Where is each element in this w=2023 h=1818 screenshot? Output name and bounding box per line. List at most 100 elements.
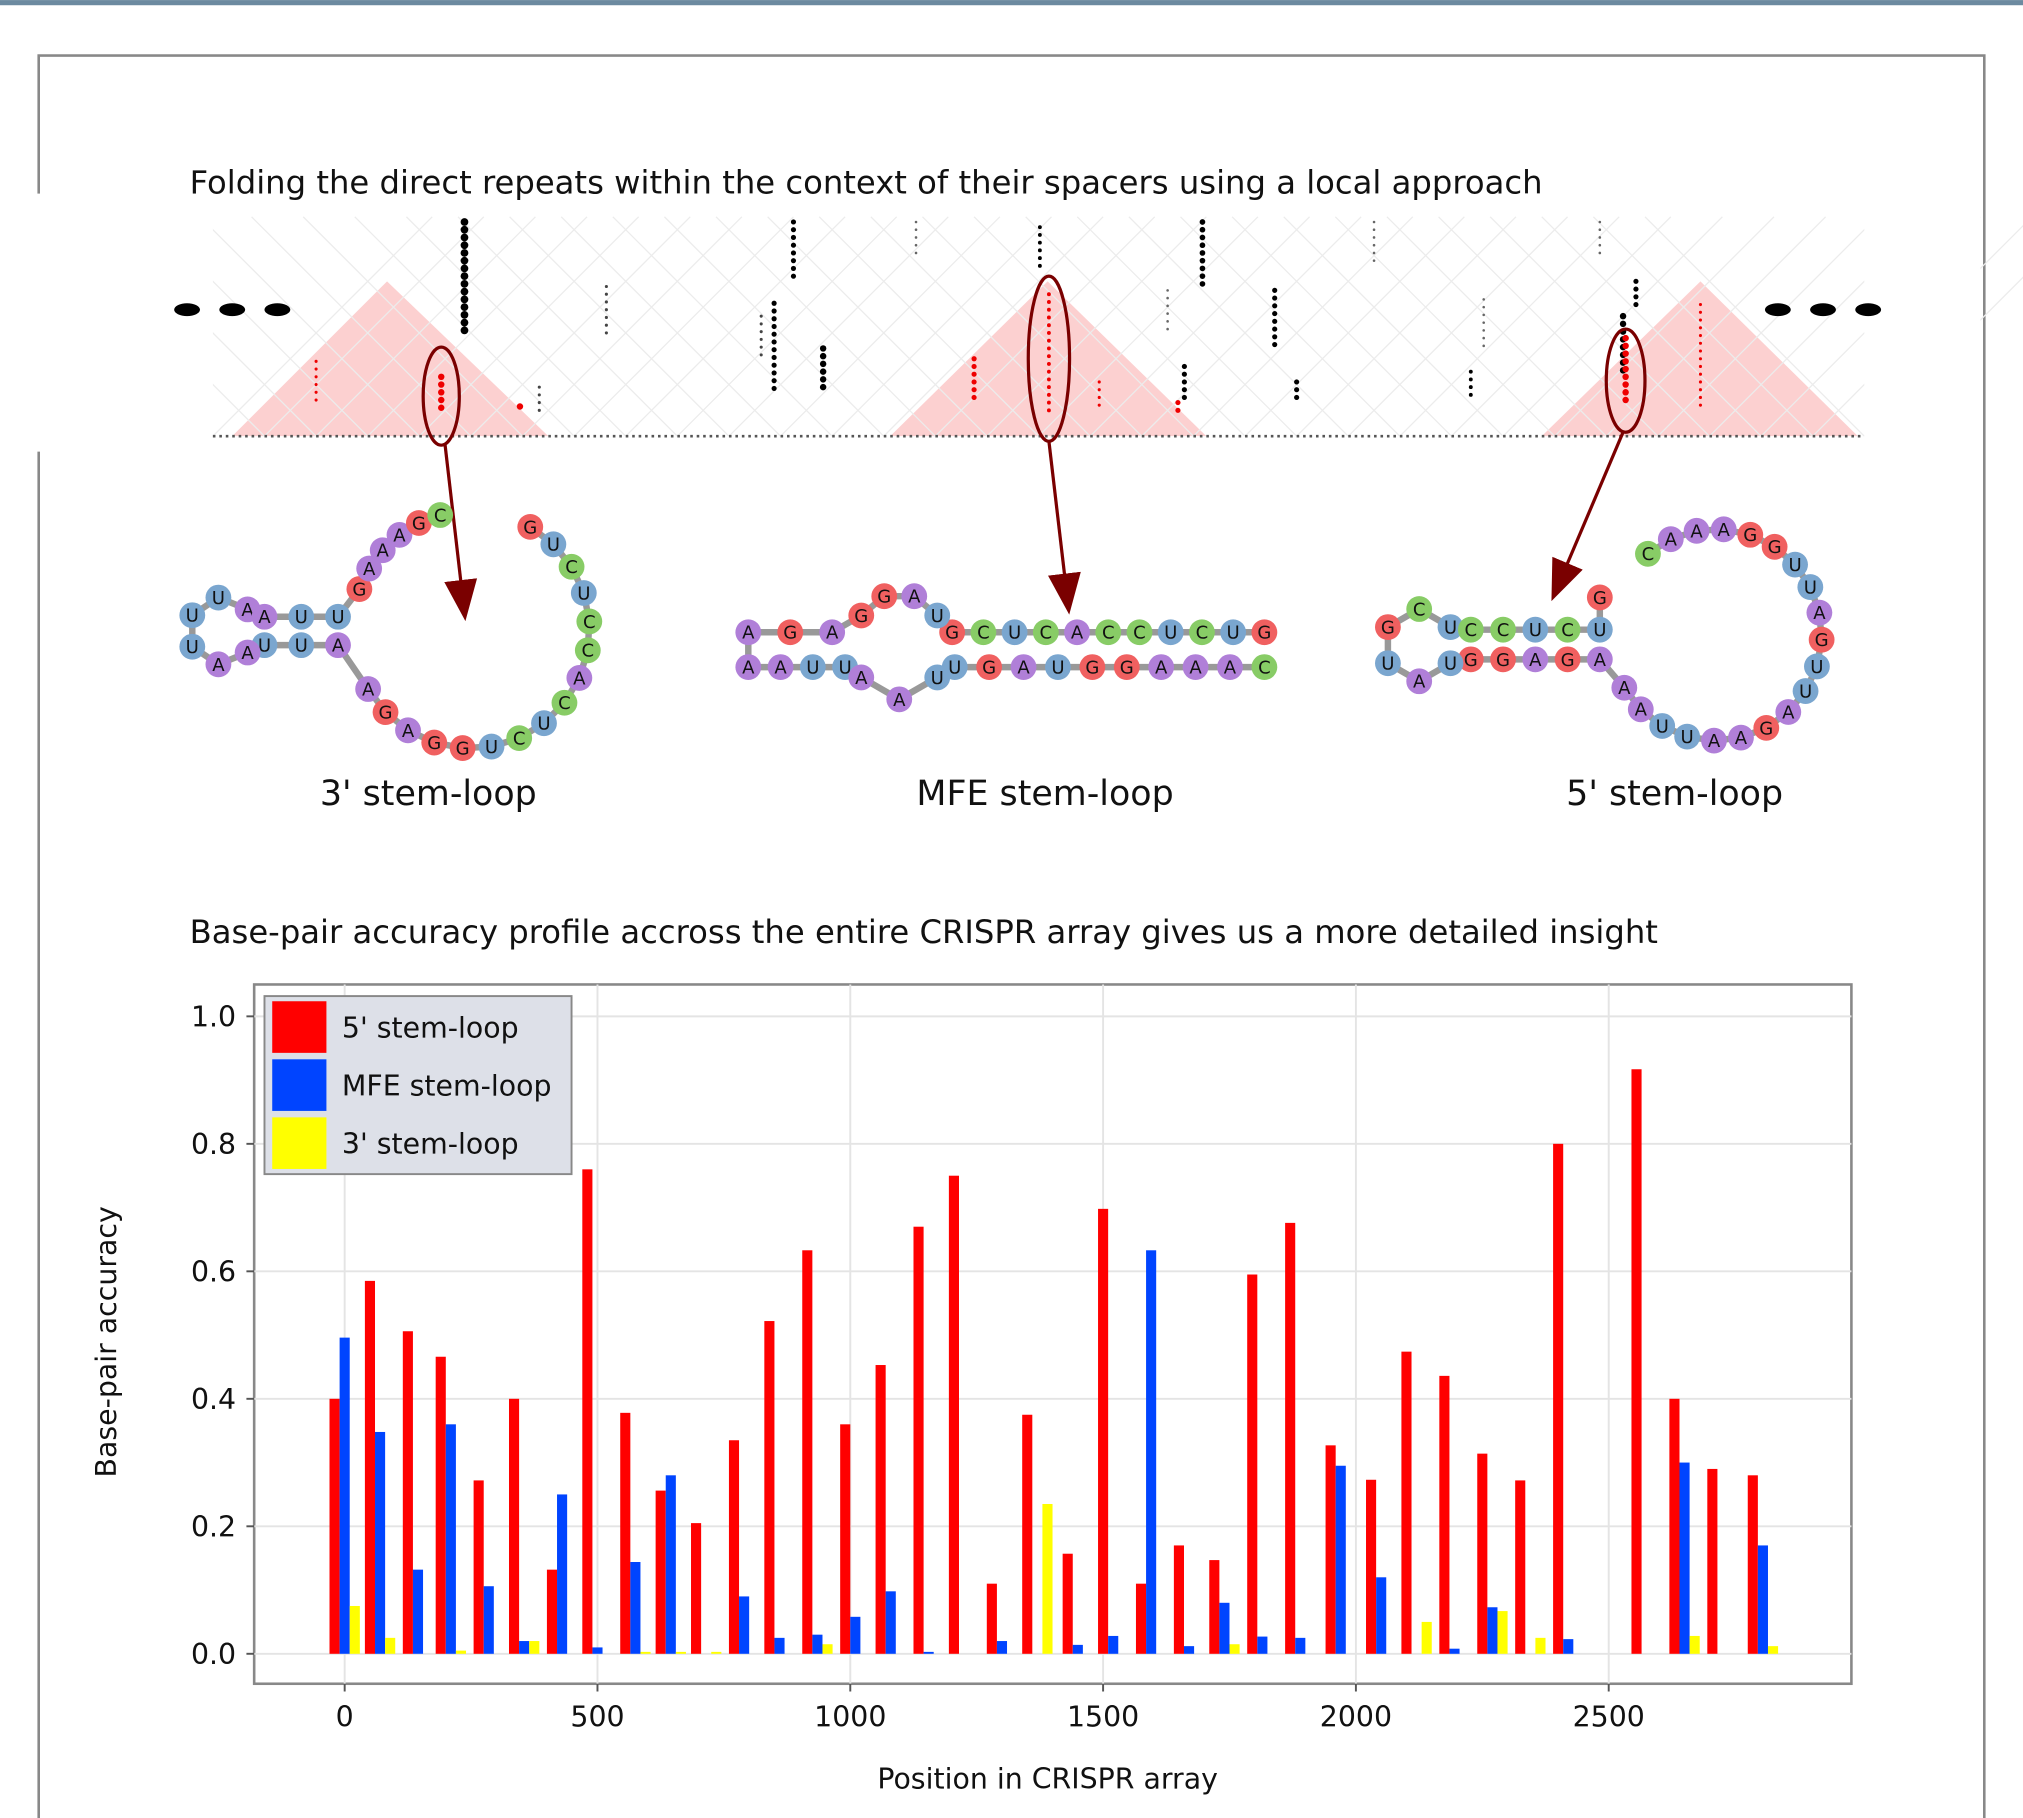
nucleotide-label: G bbox=[1743, 525, 1757, 546]
dot bbox=[771, 385, 777, 391]
dot bbox=[819, 368, 827, 375]
dot bbox=[1097, 403, 1101, 407]
dot bbox=[460, 218, 469, 226]
bar bbox=[840, 1424, 851, 1654]
dot bbox=[460, 225, 469, 234]
bar bbox=[339, 1337, 350, 1654]
bar bbox=[691, 1523, 702, 1654]
nucleotide bbox=[1189, 619, 1215, 646]
lattice bbox=[625, 216, 846, 437]
nucleotide bbox=[767, 654, 794, 680]
nucleotide-label: C bbox=[1497, 620, 1510, 641]
nucleotide-label: G bbox=[783, 623, 797, 644]
lattice bbox=[870, 216, 1091, 437]
nucleotide-label: U bbox=[186, 637, 199, 658]
nucleotide-label: G bbox=[1120, 658, 1134, 679]
dot bbox=[790, 227, 797, 233]
nucleotide bbox=[251, 603, 278, 630]
lattice bbox=[573, 216, 794, 437]
nucleotide bbox=[1457, 646, 1484, 673]
nucleotide-label: C bbox=[1561, 620, 1574, 641]
nucleotide-label: U bbox=[331, 607, 344, 628]
lattice bbox=[251, 216, 472, 437]
dot bbox=[914, 228, 918, 232]
nucleotide bbox=[1586, 584, 1613, 611]
dot bbox=[790, 242, 797, 248]
nucleotide bbox=[1148, 654, 1175, 680]
dot bbox=[604, 300, 608, 304]
dot bbox=[1037, 225, 1042, 230]
bar bbox=[349, 1605, 360, 1654]
bar bbox=[885, 1591, 896, 1654]
legend-swatch bbox=[272, 1001, 327, 1053]
dot bbox=[1166, 304, 1169, 308]
nucleotide-label: C bbox=[1464, 620, 1477, 641]
dot bbox=[1698, 372, 1703, 376]
nucleotide-label: G bbox=[854, 606, 868, 627]
nucleotide bbox=[1554, 646, 1581, 673]
bar bbox=[1707, 1468, 1718, 1654]
bar bbox=[329, 1398, 340, 1654]
nucleotide-label: A bbox=[1224, 658, 1237, 679]
dot bbox=[1166, 320, 1169, 323]
bar bbox=[1135, 1583, 1147, 1654]
dot bbox=[1294, 394, 1300, 401]
lattice bbox=[1296, 216, 1517, 437]
dot bbox=[1199, 242, 1206, 249]
dot bbox=[1181, 387, 1187, 393]
nucleotide bbox=[386, 521, 413, 548]
dot bbox=[1598, 220, 1602, 224]
dot bbox=[790, 258, 797, 264]
nucleotide-label: A bbox=[402, 721, 415, 742]
dot bbox=[971, 394, 977, 401]
lattice bbox=[831, 216, 1052, 437]
bar bbox=[1295, 1637, 1306, 1654]
lattice bbox=[934, 216, 1156, 437]
dot bbox=[1166, 312, 1169, 315]
nucleotide-label: C bbox=[583, 612, 596, 633]
dot bbox=[1199, 265, 1206, 272]
nucleotide-label: C bbox=[1413, 599, 1426, 620]
dot bbox=[819, 352, 827, 360]
nucleotide bbox=[355, 676, 382, 702]
dot bbox=[914, 243, 918, 247]
nucleotide-label: G bbox=[1815, 630, 1829, 651]
nucleotide-label: G bbox=[523, 517, 537, 538]
lattice bbox=[457, 216, 678, 437]
lattice-mask bbox=[0, 193, 213, 452]
bar bbox=[1146, 1250, 1157, 1654]
dot bbox=[1272, 326, 1278, 332]
nucleotide-label: U bbox=[806, 658, 819, 679]
nucleotide bbox=[205, 584, 232, 611]
bar bbox=[1553, 1143, 1564, 1654]
nucleotide bbox=[1792, 678, 1819, 704]
bar bbox=[774, 1637, 785, 1654]
lattice bbox=[780, 216, 1001, 437]
dot bbox=[1046, 338, 1051, 343]
lattice bbox=[1141, 216, 1362, 437]
nucleotide bbox=[372, 699, 399, 726]
nucleotide-label: A bbox=[774, 658, 787, 679]
dot bbox=[1166, 289, 1169, 292]
nucleotide-label: A bbox=[393, 525, 406, 546]
dot bbox=[1372, 220, 1376, 224]
dot bbox=[1633, 301, 1639, 308]
dot bbox=[1622, 389, 1629, 396]
dot-plot bbox=[0, 193, 2023, 452]
nucleotide bbox=[1406, 596, 1433, 622]
bar bbox=[1757, 1545, 1768, 1654]
dot bbox=[790, 219, 797, 225]
lattice bbox=[418, 216, 640, 437]
lattice bbox=[767, 216, 988, 437]
lattice bbox=[1502, 216, 1723, 437]
dot bbox=[460, 241, 469, 250]
dot bbox=[1468, 385, 1473, 390]
dot bbox=[438, 389, 445, 396]
figure-title: Folding the direct repeats within the co… bbox=[190, 164, 1543, 202]
bar bbox=[1631, 1069, 1642, 1654]
nucleotide-label: A bbox=[1813, 603, 1826, 624]
nucleotide-label: U bbox=[1227, 623, 1240, 644]
nucleotide-label: C bbox=[1102, 623, 1115, 644]
nucleotide-label: U bbox=[948, 658, 961, 679]
dot bbox=[1046, 307, 1051, 312]
